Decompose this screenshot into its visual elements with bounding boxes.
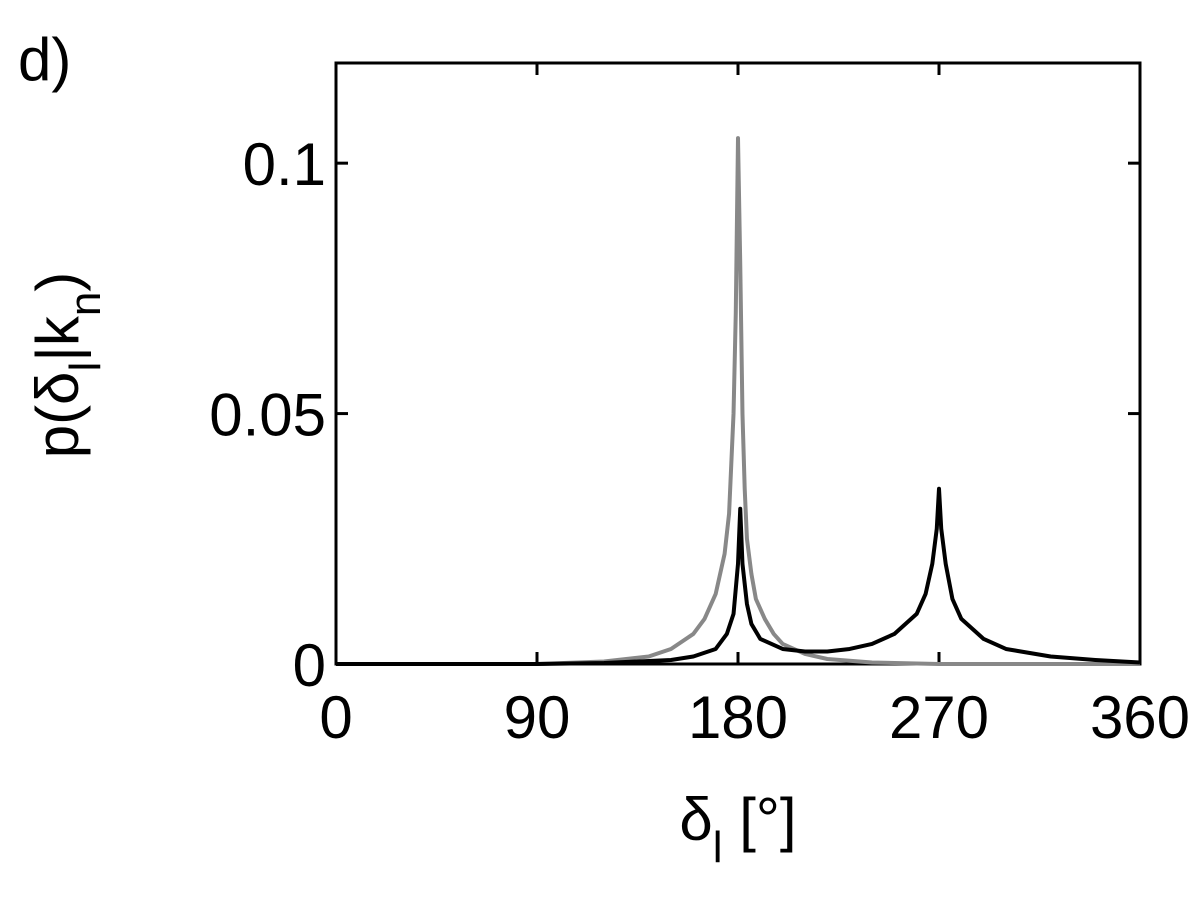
label-part: ) (24, 272, 91, 292)
x-tick-label: 180 (688, 684, 788, 751)
x-tick-label: 90 (504, 684, 571, 751)
subscript: l (713, 823, 723, 872)
y-axis-label: p(δl|kn) (24, 272, 110, 459)
label-part: [°] (723, 786, 797, 853)
y-tick-label: 0 (293, 632, 326, 699)
y-tick-label: 0.1 (243, 131, 326, 198)
series-line (336, 136, 1140, 666)
panel-label: d) (18, 26, 71, 93)
subscript: n (61, 292, 110, 316)
series-line (336, 486, 1141, 666)
label-part: |k (24, 315, 91, 362)
label-part: p(δ (24, 372, 91, 459)
subscript: l (61, 362, 110, 372)
x-tick-label: 360 (1090, 684, 1190, 751)
x-tick-label: 0 (319, 684, 352, 751)
x-axis-label: δl [°] (679, 786, 796, 872)
y-tick-label: 0.05 (209, 382, 326, 449)
label-part: δ (679, 786, 712, 853)
x-tick-label: 270 (889, 684, 989, 751)
